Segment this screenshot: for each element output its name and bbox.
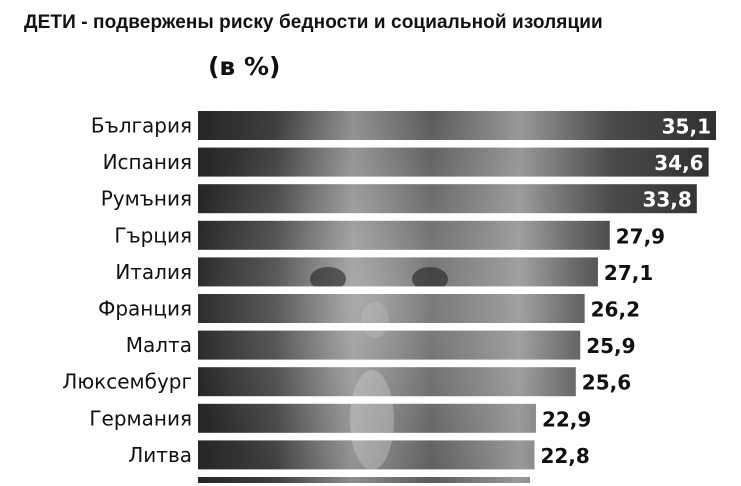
category-label: Малта — [126, 333, 192, 357]
value-label: 22,8 — [540, 444, 589, 468]
category-label: Франция — [98, 297, 192, 321]
category-label: Люксембург — [62, 370, 192, 394]
value-label: 35,1 — [662, 115, 711, 139]
category-label: Литва — [128, 443, 192, 467]
value-label: 27,9 — [616, 224, 665, 248]
value-label: 22,9 — [542, 407, 591, 431]
value-label: 25,6 — [582, 371, 631, 395]
chart-title: ДЕТИ - подвержены риску бедности и социа… — [24, 12, 603, 33]
category-label: Румъния — [101, 187, 192, 211]
category-label: Испания — [103, 150, 192, 174]
category-label: Италия — [115, 260, 192, 284]
value-label: 25,9 — [586, 334, 635, 358]
chart-unit-label: (в %) — [208, 52, 281, 81]
value-label: 34,6 — [654, 151, 703, 175]
category-label: България — [91, 114, 192, 138]
category-label: Гърция — [114, 223, 192, 247]
child-photo-texture — [198, 111, 716, 470]
bar-partial — [198, 477, 531, 483]
category-label: Германия — [89, 406, 192, 430]
value-label: 27,1 — [604, 261, 653, 285]
value-label: 26,2 — [591, 298, 640, 322]
value-label: 33,8 — [642, 188, 691, 212]
